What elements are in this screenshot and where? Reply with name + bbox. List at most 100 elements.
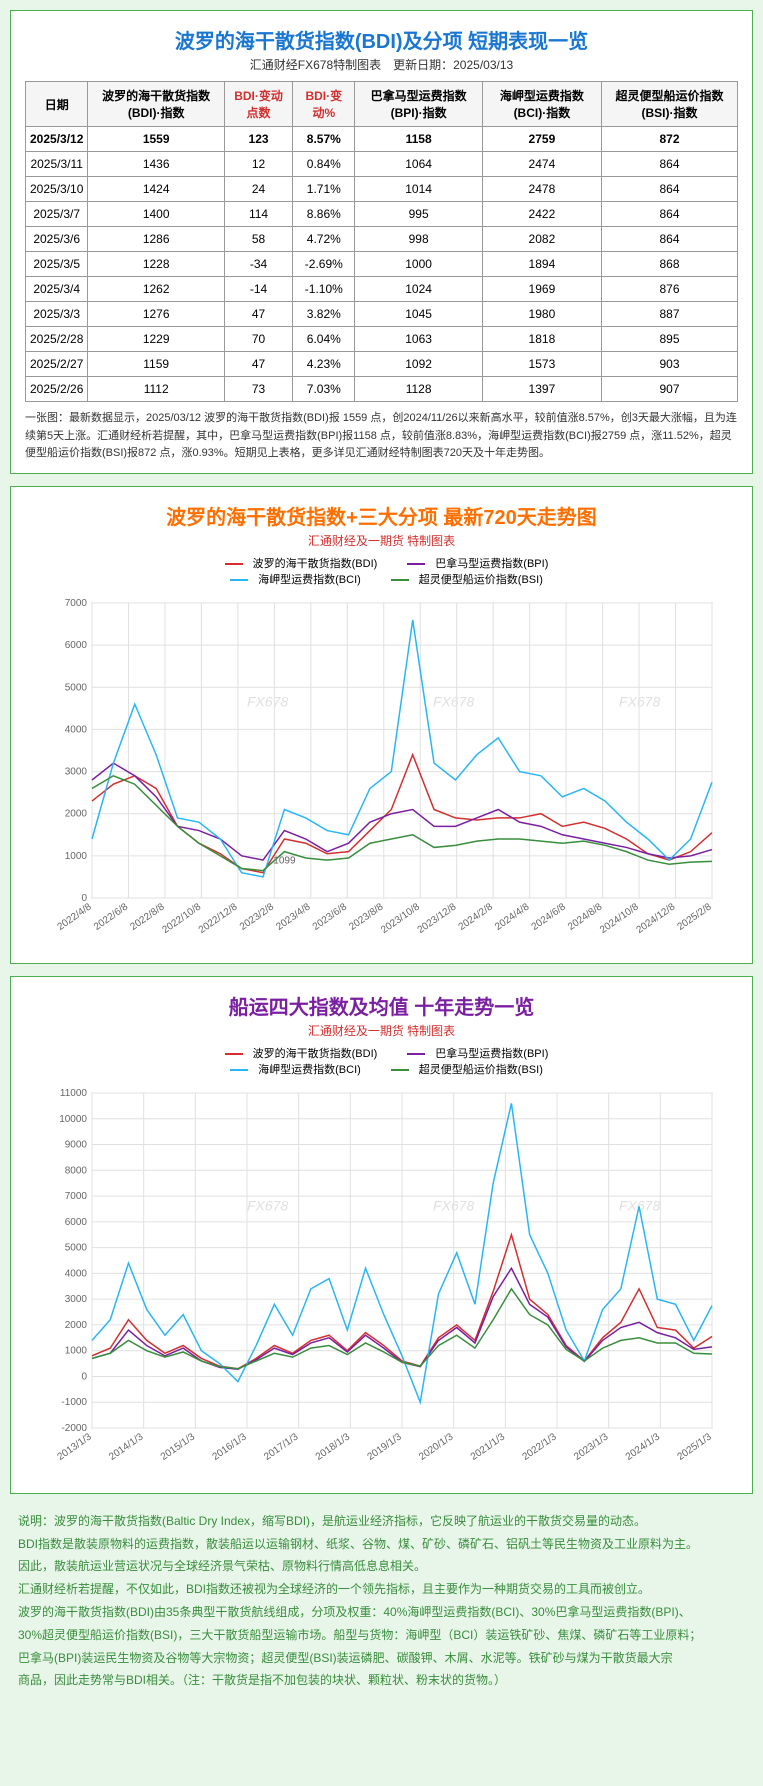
table-row: 2025/3/1215591238.57%11582759872 [26, 127, 738, 152]
table-cell: 0.84% [293, 152, 355, 177]
table-cell: 872 [602, 127, 738, 152]
table-cell: 1024 [355, 277, 482, 302]
table-cell: 1064 [355, 152, 482, 177]
explain-line: 说明：波罗的海干散货指数(Baltic Dry Index，缩写BDI)，是航运… [18, 1510, 745, 1533]
table-cell: 1014 [355, 177, 482, 202]
col-header: 巴拿马型运费指数(BPI)·指数 [355, 82, 482, 127]
table-cell: 1573 [482, 352, 601, 377]
svg-text:FX678: FX678 [619, 693, 660, 709]
svg-text:2023/1/3: 2023/1/3 [572, 1431, 611, 1463]
table-cell: -1.10% [293, 277, 355, 302]
table-cell: 2025/3/5 [26, 252, 88, 277]
table-cell: 1397 [482, 377, 601, 402]
table-note: 一张图：最新数据显示，2025/03/12 波罗的海干散货指数(BDI)报 15… [25, 410, 738, 463]
table-cell: 2025/3/12 [26, 127, 88, 152]
bdi-table: 日期波罗的海干散货指数(BDI)·指数BDI·变动点数BDI·变动%巴拿马型运费… [25, 81, 738, 402]
table-cell: 1894 [482, 252, 601, 277]
svg-text:2023/4/8: 2023/4/8 [274, 901, 313, 933]
table-cell: 2025/2/28 [26, 327, 88, 352]
explain-line: 巴拿马(BPI)装运民生物资及谷物等大宗物资；超灵便型(BSI)装运磷肥、碳酸钾… [18, 1647, 745, 1670]
table-cell: 887 [602, 302, 738, 327]
legend-item: 超灵便型船运价指数(BSI) [381, 1061, 543, 1077]
table-cell: 1400 [88, 202, 225, 227]
table-cell: 2025/3/7 [26, 202, 88, 227]
table-row: 2025/3/101424241.71%10142478864 [26, 177, 738, 202]
col-header: 超灵便型船运价指数(BSI)·指数 [602, 82, 738, 127]
svg-text:2023/6/8: 2023/6/8 [310, 901, 349, 933]
table-cell: 864 [602, 227, 738, 252]
svg-text:2025/1/3: 2025/1/3 [675, 1431, 714, 1463]
svg-text:1000: 1000 [64, 1345, 87, 1356]
legend-item: 海岬型运费指数(BCI) [220, 571, 361, 587]
svg-text:2023/10/8: 2023/10/8 [379, 901, 422, 936]
table-row: 2025/3/51228-34-2.69%10001894868 [26, 252, 738, 277]
table-cell: 3.82% [293, 302, 355, 327]
table-cell: 47 [224, 302, 292, 327]
svg-text:2022/1/3: 2022/1/3 [520, 1431, 559, 1463]
table-cell: 1112 [88, 377, 225, 402]
svg-text:2022/12/8: 2022/12/8 [196, 901, 239, 936]
table-cell: 1559 [88, 127, 225, 152]
svg-text:2024/2/8: 2024/2/8 [456, 901, 495, 933]
table-row: 2025/3/714001148.86%9952422864 [26, 202, 738, 227]
table-cell: 4.23% [293, 352, 355, 377]
legend-item: 超灵便型船运价指数(BSI) [381, 571, 543, 587]
svg-text:2014/1/3: 2014/1/3 [107, 1431, 146, 1463]
legend-item: 波罗的海干散货指数(BDI) [215, 1045, 378, 1061]
svg-text:7000: 7000 [64, 1191, 87, 1202]
table-cell: 2025/2/26 [26, 377, 88, 402]
svg-text:2017/1/3: 2017/1/3 [262, 1431, 301, 1463]
table-cell: 876 [602, 277, 738, 302]
svg-text:2024/6/8: 2024/6/8 [529, 901, 568, 933]
col-header: BDI·变动点数 [224, 82, 292, 127]
svg-text:2000: 2000 [64, 808, 87, 819]
svg-text:6000: 6000 [64, 640, 87, 651]
table-cell: 1228 [88, 252, 225, 277]
svg-text:0: 0 [81, 1371, 87, 1382]
svg-text:1099: 1099 [273, 855, 296, 866]
svg-text:2023/2/8: 2023/2/8 [237, 901, 276, 933]
explanation-text: 说明：波罗的海干散货指数(Baltic Dry Index，缩写BDI)，是航运… [10, 1506, 753, 1696]
col-header: 海岬型运费指数(BCI)·指数 [482, 82, 601, 127]
explain-line: 商品，因此走势常与BDI相关。（注：干散货是指不加包装的块状、颗粒状、粉末状的货… [18, 1669, 745, 1692]
table-cell: 1158 [355, 127, 482, 152]
table-cell: 1045 [355, 302, 482, 327]
table-cell: 868 [602, 252, 738, 277]
svg-text:2021/1/3: 2021/1/3 [468, 1431, 507, 1463]
svg-text:2013/1/3: 2013/1/3 [55, 1431, 94, 1463]
table-cell: 1229 [88, 327, 225, 352]
chart-720-panel: 波罗的海干散货指数+三大分项 最新720天走势图 汇通财经及一期货 特制图表 波… [10, 486, 753, 964]
table-cell: 2082 [482, 227, 601, 252]
table-cell: 1063 [355, 327, 482, 352]
svg-text:8000: 8000 [64, 1165, 87, 1176]
svg-text:4000: 4000 [64, 724, 87, 735]
svg-text:2023/12/8: 2023/12/8 [415, 901, 458, 936]
explain-line: 因此，散装航运业营运状况与全球经济景气荣枯、原物料行情高低息息相关。 [18, 1555, 745, 1578]
explain-line: BDI指数是散装原物料的运费指数，散装船运以运输钢材、纸浆、谷物、煤、矿砂、磷矿… [18, 1533, 745, 1556]
svg-text:-1000: -1000 [61, 1397, 87, 1408]
table-cell: 907 [602, 377, 738, 402]
svg-text:2016/1/3: 2016/1/3 [210, 1431, 249, 1463]
table-title: 波罗的海干散货指数(BDI)及分项 短期表现一览 [25, 25, 738, 54]
svg-text:5000: 5000 [64, 1242, 87, 1253]
svg-text:FX678: FX678 [247, 1197, 288, 1213]
table-cell: 7.03% [293, 377, 355, 402]
table-cell: 1818 [482, 327, 601, 352]
explain-line: 30%超灵便型船运价指数(BSI)，三大干散货船型运输市场。船型与货物：海岬型（… [18, 1624, 745, 1647]
svg-text:2025/2/8: 2025/2/8 [675, 901, 714, 933]
table-cell: 864 [602, 202, 738, 227]
svg-text:2018/1/3: 2018/1/3 [313, 1431, 352, 1463]
table-cell: -2.69% [293, 252, 355, 277]
explain-line: 汇通财经析若提醒，不仅如此，BDI指数还被视为全球经济的一个领先指标，且主要作为… [18, 1578, 745, 1601]
table-row: 2025/2/281229706.04%10631818895 [26, 327, 738, 352]
table-cell: 998 [355, 227, 482, 252]
table-cell: 4.72% [293, 227, 355, 252]
table-row: 2025/3/31276473.82%10451980887 [26, 302, 738, 327]
table-row: 2025/3/61286584.72%9982082864 [26, 227, 738, 252]
table-cell: 58 [224, 227, 292, 252]
svg-text:2000: 2000 [64, 1320, 87, 1331]
table-subtitle: 汇通财经FX678特制图表 更新日期：2025/03/13 [25, 56, 738, 73]
table-cell: 2025/3/4 [26, 277, 88, 302]
svg-text:2024/12/8: 2024/12/8 [634, 901, 677, 936]
svg-text:2024/1/3: 2024/1/3 [623, 1431, 662, 1463]
